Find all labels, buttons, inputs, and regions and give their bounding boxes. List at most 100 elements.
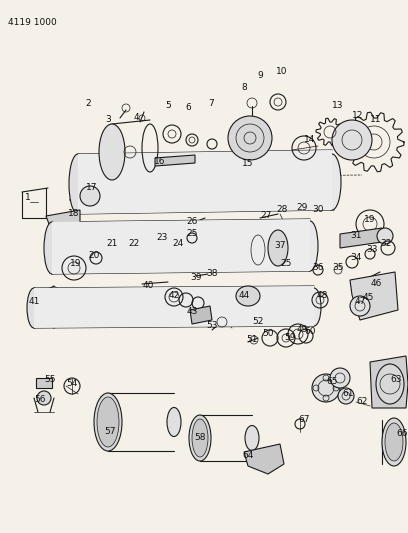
Text: 60: 60 [304,327,316,336]
Ellipse shape [97,397,119,447]
Polygon shape [244,444,284,474]
Text: 37: 37 [274,241,286,251]
Ellipse shape [94,393,122,451]
Text: 1: 1 [25,193,31,203]
Text: 13: 13 [332,101,344,110]
Circle shape [338,388,354,404]
Polygon shape [370,356,408,408]
Text: 51: 51 [246,335,258,344]
Text: 9: 9 [257,71,263,80]
Text: 52: 52 [252,318,264,327]
Text: 48: 48 [316,292,328,301]
Circle shape [330,368,350,388]
Text: 18: 18 [68,209,80,219]
Polygon shape [340,228,382,248]
Text: 35: 35 [332,263,344,272]
Circle shape [312,374,340,402]
Text: 50: 50 [262,329,274,338]
Polygon shape [36,378,52,388]
Text: 33: 33 [366,246,378,254]
Circle shape [37,391,51,405]
Ellipse shape [382,418,406,466]
Text: 24: 24 [172,239,184,248]
Text: 10: 10 [276,68,288,77]
Text: 11: 11 [370,116,382,125]
Text: 42: 42 [169,292,180,301]
Text: 43: 43 [186,308,198,317]
Text: 57: 57 [104,427,116,437]
Text: 4: 4 [133,114,139,123]
Polygon shape [46,210,80,232]
Polygon shape [350,272,398,320]
Text: 66: 66 [396,430,408,439]
Text: 67: 67 [298,416,310,424]
Text: 6: 6 [185,103,191,112]
Circle shape [377,228,393,244]
Text: 2: 2 [85,100,91,109]
Text: 22: 22 [129,239,140,248]
Text: 54: 54 [67,379,78,389]
Ellipse shape [268,230,288,266]
Text: 53: 53 [206,321,218,330]
Text: 56: 56 [34,395,46,405]
Text: 23: 23 [156,233,168,243]
Polygon shape [52,219,310,274]
Circle shape [350,296,370,316]
Circle shape [80,186,100,206]
Text: 64: 64 [242,451,254,461]
Text: 58: 58 [194,433,206,442]
Ellipse shape [192,419,208,457]
Text: 28: 28 [276,206,288,214]
Text: 65: 65 [326,377,338,386]
Text: 26: 26 [186,217,198,227]
Ellipse shape [236,286,260,306]
Ellipse shape [99,124,125,180]
Text: 47: 47 [354,297,366,306]
Ellipse shape [167,408,181,437]
Text: 19: 19 [364,215,376,224]
Text: 7: 7 [208,100,214,109]
Text: 63: 63 [390,376,402,384]
Text: 31: 31 [350,231,362,240]
Text: 16: 16 [154,157,166,166]
Text: 41: 41 [28,297,40,306]
Polygon shape [190,306,212,324]
Ellipse shape [245,425,259,450]
Text: 14: 14 [304,135,316,144]
Text: 30: 30 [312,206,324,214]
Text: 49: 49 [296,326,308,335]
Text: 39: 39 [190,273,202,282]
Text: 21: 21 [106,239,118,248]
Text: 46: 46 [370,279,382,288]
Text: 25: 25 [280,260,292,269]
Text: 15: 15 [242,159,254,168]
Text: 25: 25 [186,230,198,238]
Polygon shape [155,155,195,166]
Polygon shape [34,286,314,328]
Ellipse shape [307,288,321,326]
Text: 5: 5 [165,101,171,110]
Text: 27: 27 [260,212,272,221]
Circle shape [228,116,272,160]
Ellipse shape [27,288,41,328]
Text: 19: 19 [70,260,82,269]
Text: 62: 62 [356,398,368,407]
Text: 17: 17 [86,183,98,192]
Text: 45: 45 [362,294,374,303]
Text: 8: 8 [241,84,247,93]
Ellipse shape [376,364,404,404]
Text: 29: 29 [296,204,308,213]
Text: 32: 32 [380,239,392,248]
Ellipse shape [44,222,60,274]
Text: 20: 20 [88,252,100,261]
Ellipse shape [189,415,211,461]
Text: 59: 59 [284,334,296,343]
Text: 36: 36 [312,263,324,272]
Ellipse shape [69,154,87,214]
Text: 55: 55 [44,376,56,384]
Ellipse shape [385,423,403,461]
Polygon shape [78,150,332,214]
Ellipse shape [323,154,341,210]
Text: 40: 40 [142,281,154,290]
Text: 4119 1000: 4119 1000 [8,18,57,27]
